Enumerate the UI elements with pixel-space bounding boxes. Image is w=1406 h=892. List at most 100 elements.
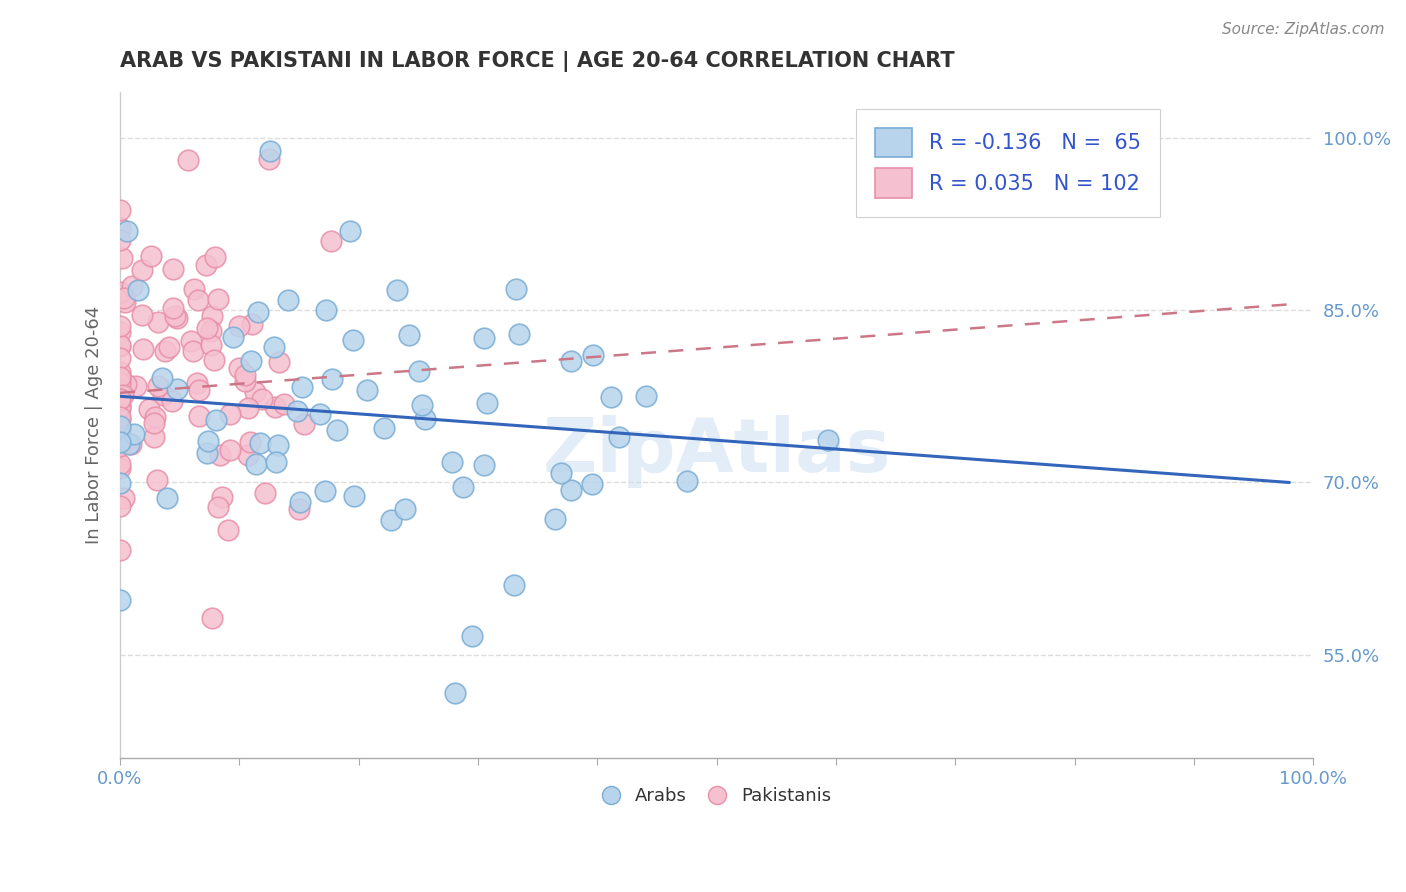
Point	[544, 512, 567, 526]
Point	[239, 434, 262, 449]
Point	[599, 390, 621, 404]
Point	[321, 234, 343, 248]
Point	[108, 419, 131, 434]
Point	[292, 417, 315, 431]
Point	[115, 223, 138, 237]
Point	[108, 392, 131, 406]
Point	[114, 294, 136, 309]
Point	[142, 430, 165, 444]
Point	[443, 685, 465, 699]
Point	[408, 364, 430, 378]
Point	[111, 251, 134, 265]
Point	[207, 292, 229, 306]
Point	[114, 377, 136, 392]
Point	[236, 448, 259, 462]
Point	[124, 427, 146, 442]
Point	[142, 416, 165, 430]
Point	[121, 279, 143, 293]
Point	[503, 578, 526, 592]
Point	[162, 301, 184, 316]
Point	[125, 378, 148, 392]
Point	[394, 501, 416, 516]
Point	[326, 423, 349, 437]
Point	[108, 460, 131, 475]
Point	[177, 153, 200, 168]
Point	[285, 404, 308, 418]
Point	[219, 408, 242, 422]
Point	[143, 409, 166, 424]
Point	[146, 379, 169, 393]
Point	[634, 389, 657, 403]
Point	[108, 593, 131, 607]
Point	[245, 385, 267, 400]
Point	[245, 457, 267, 471]
Point	[291, 380, 314, 394]
Point	[607, 429, 630, 443]
Point	[195, 446, 218, 460]
Point	[111, 388, 134, 402]
Point	[120, 436, 142, 450]
Point	[288, 501, 311, 516]
Point	[166, 310, 188, 325]
Point	[560, 483, 582, 498]
Point	[263, 400, 285, 414]
Point	[211, 490, 233, 504]
Point	[560, 354, 582, 368]
Point	[166, 382, 188, 396]
Point	[387, 283, 409, 297]
Text: ARAB VS PAKISTANI IN LABOR FORCE | AGE 20-64 CORRELATION CHART: ARAB VS PAKISTANI IN LABOR FORCE | AGE 2…	[120, 51, 955, 71]
Point	[219, 442, 242, 457]
Point	[222, 329, 245, 343]
Point	[108, 376, 131, 390]
Point	[108, 370, 131, 384]
Point	[246, 305, 269, 319]
Point	[112, 291, 135, 305]
Point	[339, 224, 361, 238]
Point	[180, 334, 202, 348]
Point	[138, 402, 160, 417]
Text: ZipAtlas: ZipAtlas	[543, 415, 891, 488]
Point	[200, 324, 222, 338]
Point	[581, 477, 603, 491]
Point	[242, 317, 264, 331]
Point	[157, 340, 180, 354]
Point	[207, 500, 229, 514]
Point	[508, 326, 530, 341]
Point	[228, 319, 250, 334]
Point	[118, 437, 141, 451]
Point	[186, 376, 208, 390]
Point	[259, 152, 281, 166]
Point	[239, 353, 262, 368]
Point	[314, 484, 336, 499]
Point	[186, 293, 208, 308]
Point	[108, 325, 131, 339]
Point	[108, 400, 131, 414]
Point	[108, 434, 131, 449]
Point	[108, 424, 131, 438]
Point	[263, 340, 285, 354]
Point	[155, 343, 177, 358]
Point	[218, 524, 240, 538]
Point	[162, 262, 184, 277]
Point	[188, 383, 211, 397]
Point	[197, 434, 219, 448]
Point	[108, 398, 131, 412]
Point	[108, 351, 131, 366]
Point	[233, 368, 256, 382]
Point	[108, 475, 131, 490]
Point	[146, 315, 169, 329]
Legend: Arabs, Pakistanis: Arabs, Pakistanis	[595, 780, 838, 813]
Point	[195, 321, 218, 335]
Point	[108, 499, 131, 513]
Point	[249, 436, 271, 450]
Point	[398, 328, 420, 343]
Point	[108, 542, 131, 557]
Point	[356, 383, 378, 397]
Point	[108, 412, 131, 426]
Point	[108, 426, 131, 441]
Point	[288, 495, 311, 509]
Point	[254, 485, 277, 500]
Point	[108, 401, 131, 415]
Point	[139, 249, 162, 263]
Point	[472, 331, 495, 345]
